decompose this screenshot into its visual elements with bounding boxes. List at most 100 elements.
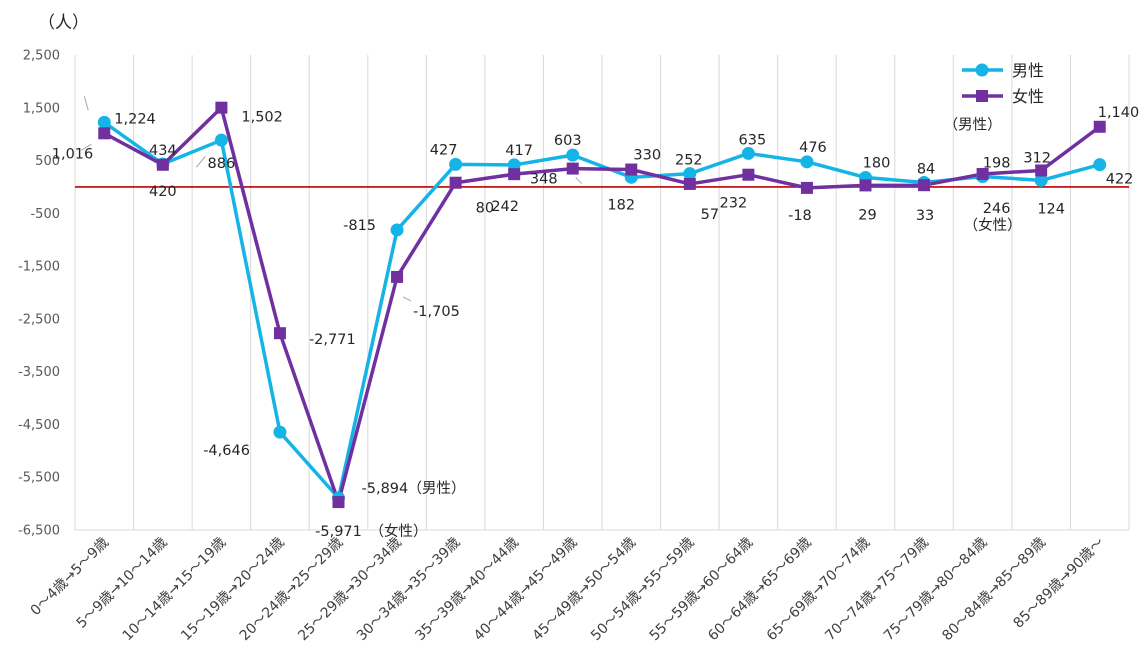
data-label-female: -5,971 <box>315 524 362 540</box>
annotation-female-tag: （女性） <box>964 216 1022 234</box>
data-label-male: 434 <box>149 143 177 159</box>
point-female <box>1093 120 1106 133</box>
data-label-female: 1,016 <box>52 146 94 162</box>
point-male <box>800 155 814 169</box>
x-tick-label: 30～34歳→35～39歳 <box>354 535 464 645</box>
data-label-female: 420 <box>149 184 177 200</box>
point-female <box>391 270 404 283</box>
data-label-female: 242 <box>491 199 519 215</box>
data-label-female: 29 <box>858 207 876 223</box>
y-tick-label: -4,500 <box>18 418 60 433</box>
y-tick-label: -5,500 <box>18 471 60 486</box>
point-female <box>508 168 521 181</box>
series-markers <box>97 101 1107 509</box>
point-female <box>215 101 228 114</box>
data-label-female: -2,771 <box>309 332 356 348</box>
x-tick-label: 45～49歳→50～54歳 <box>530 535 640 645</box>
x-tick-label: 25～29歳→30～34歳 <box>295 535 405 645</box>
legend-female-label: 女性 <box>1012 87 1044 106</box>
data-label-female: -18 <box>788 208 812 224</box>
legend: 男性 女性 <box>962 61 1044 106</box>
annotation-male-tag: （男性） <box>408 480 466 497</box>
x-axis: 0～4歳→5～9歳5～9歳→10～14歳10～14歳→15～19歳15～19歳→… <box>28 535 1108 645</box>
data-label-female: 348 <box>530 172 558 188</box>
leader-line <box>402 296 412 302</box>
leader-line <box>575 177 583 184</box>
data-label-female: 246 <box>983 201 1011 217</box>
point-female <box>918 179 931 192</box>
point-female <box>332 496 345 509</box>
point-male <box>741 146 755 160</box>
point-female <box>566 162 579 175</box>
data-label-male: 252 <box>675 153 703 169</box>
point-female <box>98 127 111 140</box>
leader-line <box>81 143 92 151</box>
annotation-female-tag: （女性） <box>370 522 428 540</box>
y-tick-label: 1,500 <box>23 101 60 116</box>
y-tick-label: 500 <box>35 154 60 169</box>
x-tick-label: 35～39歳→40～44歳 <box>412 535 522 645</box>
point-female <box>859 179 872 192</box>
data-label-male: 476 <box>799 140 827 156</box>
leader-lines <box>81 96 583 302</box>
series-lines <box>103 105 1101 504</box>
data-label-male: 182 <box>607 197 635 213</box>
y-tick-label: -1,500 <box>18 260 60 275</box>
data-label-male: 886 <box>208 156 236 172</box>
data-label-male: -5,894 <box>362 481 409 497</box>
x-tick-label: 55～59歳→60～64歳 <box>647 535 757 645</box>
point-female <box>683 177 696 190</box>
x-tick-label: 65～69歳→70～74歳 <box>764 535 874 645</box>
data-label-female: 232 <box>720 196 748 212</box>
data-label-male: 422 <box>1106 172 1134 188</box>
data-label-male: 84 <box>917 162 935 178</box>
data-label-male: 427 <box>430 142 458 158</box>
data-label-female: 312 <box>1023 150 1051 166</box>
data-label-female: 330 <box>633 148 661 164</box>
unit-label: （人） <box>38 13 89 33</box>
y-tick-label: 2,500 <box>23 49 60 64</box>
x-tick-label: 10～14歳→15～19歳 <box>120 535 230 645</box>
x-tick-label: 20～24歳→25～29歳 <box>237 535 347 645</box>
grid <box>74 55 1130 531</box>
point-female <box>156 158 169 171</box>
x-tick-label: 50～54歳→55～59歳 <box>588 535 698 645</box>
y-tick-label: -500 <box>30 207 60 222</box>
data-label-male: 1,224 <box>114 111 156 127</box>
point-male <box>97 115 111 129</box>
point-female <box>273 327 286 340</box>
legend-item-male: 男性 <box>962 61 1044 80</box>
point-male <box>683 167 697 181</box>
point-male <box>214 133 228 147</box>
legend-male-label: 男性 <box>1012 61 1044 80</box>
leader-line <box>196 155 206 168</box>
y-axis: 2,500 1,500 500 -500 -1,500 -2,500 -3,500 -4,50… <box>18 49 60 539</box>
x-tick-label: 60～64歳→65～69歳 <box>705 535 815 645</box>
data-label-female: 57 <box>701 207 719 223</box>
data-label-female: 80 <box>476 201 494 217</box>
data-label-female: 33 <box>916 208 934 224</box>
y-tick-label: -3,500 <box>18 365 60 380</box>
data-labels: 1,224 434 886 -4,646 -5,894 -815 427 417 603 182 2… <box>52 105 1139 540</box>
y-tick-label: -2,500 <box>18 312 60 327</box>
y-tick-label: -6,500 <box>18 524 60 539</box>
x-tick-label: 40～44歳→45～49歳 <box>471 535 581 645</box>
legend-item-female: 女性 <box>962 87 1044 106</box>
point-female <box>1035 164 1048 177</box>
point-male <box>1034 173 1048 187</box>
annotation-male-tag: （男性） <box>944 116 1002 133</box>
data-label-female: -1,705 <box>413 304 460 320</box>
legend-male-marker <box>975 63 989 77</box>
point-female <box>742 168 755 181</box>
data-label-male: 198 <box>983 155 1011 171</box>
data-label-male: -815 <box>343 218 376 234</box>
data-label-female: 1,140 <box>1098 105 1140 121</box>
point-female <box>625 163 638 176</box>
point-male <box>1093 158 1107 172</box>
x-tick-label: 70～74歳→75～79歳 <box>822 535 932 645</box>
point-male <box>390 223 404 237</box>
legend-female-marker <box>976 90 988 102</box>
x-tick-label: 15～19歳→20～24歳 <box>178 535 288 645</box>
